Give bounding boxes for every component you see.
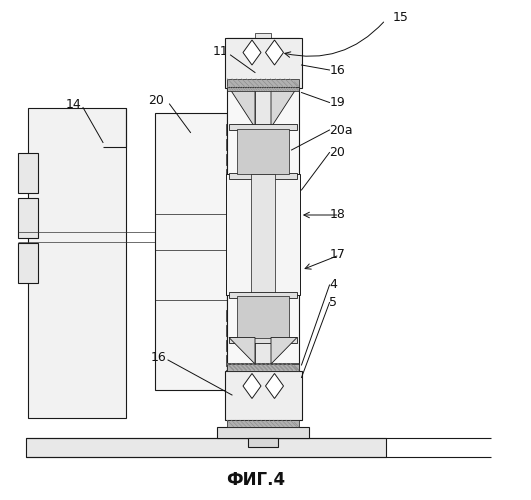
Polygon shape	[243, 40, 261, 65]
Text: 11: 11	[213, 45, 229, 58]
Polygon shape	[229, 338, 255, 364]
Bar	[229, 124, 297, 130]
Bar	[237, 129, 289, 174]
Bar	[227, 38, 299, 420]
Bar	[229, 336, 297, 342]
Bar	[226, 284, 250, 295]
Bar	[248, 438, 278, 447]
Bar	[226, 269, 250, 280]
Bar	[226, 325, 250, 336]
Bar	[226, 174, 300, 295]
Bar	[229, 173, 297, 179]
Bar	[18, 198, 38, 237]
Text: 17: 17	[330, 248, 345, 262]
Bar	[227, 86, 299, 90]
Bar	[227, 420, 299, 427]
Text: 5: 5	[330, 296, 338, 309]
Bar	[226, 355, 250, 366]
Polygon shape	[266, 40, 284, 65]
Text: 16: 16	[150, 351, 166, 364]
Bar	[25, 438, 386, 456]
Bar	[18, 242, 38, 282]
Bar	[217, 427, 309, 438]
Bar	[226, 239, 250, 250]
Text: 20: 20	[330, 146, 345, 159]
Text: 16: 16	[330, 64, 345, 76]
Polygon shape	[271, 88, 297, 128]
Text: 4: 4	[330, 278, 337, 291]
Bar	[226, 184, 250, 195]
Text: 20a: 20a	[330, 124, 353, 136]
Polygon shape	[271, 338, 297, 364]
Polygon shape	[266, 374, 284, 398]
Bar	[226, 139, 250, 150]
Text: 14: 14	[65, 98, 81, 110]
Bar	[225, 371, 302, 420]
Bar	[226, 340, 250, 351]
Bar	[237, 296, 289, 338]
Bar	[226, 124, 250, 135]
Bar	[251, 174, 275, 295]
Polygon shape	[229, 88, 255, 128]
Text: 19: 19	[330, 96, 345, 109]
Bar	[227, 363, 299, 370]
Bar	[226, 370, 250, 381]
Text: ФИГ.4: ФИГ.4	[226, 471, 285, 489]
Polygon shape	[243, 374, 261, 398]
Bar	[225, 38, 302, 88]
Bar	[28, 108, 125, 418]
Bar	[226, 310, 250, 321]
Bar	[227, 364, 299, 371]
Bar	[229, 292, 297, 298]
Bar	[255, 32, 271, 425]
Bar	[226, 154, 250, 165]
Text: 15: 15	[393, 11, 409, 24]
Text: 18: 18	[330, 208, 345, 222]
Bar	[227, 78, 299, 86]
Bar	[155, 112, 227, 390]
Bar	[18, 152, 38, 192]
Bar	[226, 224, 250, 235]
Text: 20: 20	[148, 94, 164, 106]
Bar	[226, 169, 250, 180]
Bar	[226, 254, 250, 265]
